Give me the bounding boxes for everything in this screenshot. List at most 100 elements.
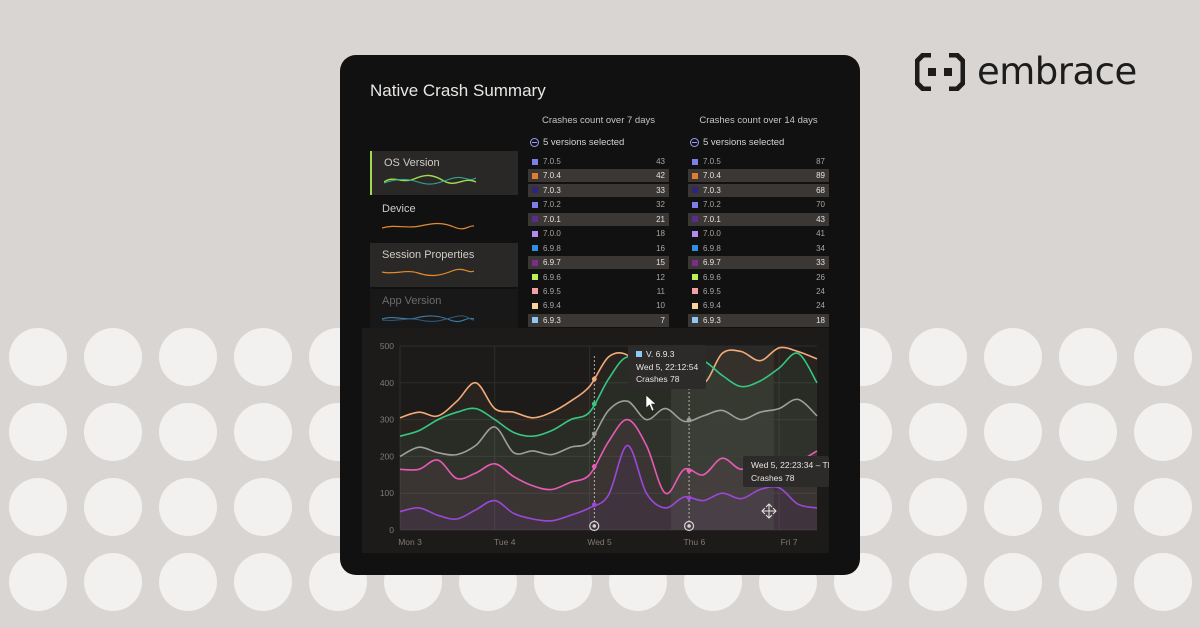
version-selector[interactable]: 5 versions selected xyxy=(688,133,829,151)
bg-dot xyxy=(159,403,217,461)
version-row[interactable]: 6.9.5 24 xyxy=(688,285,829,298)
color-swatch xyxy=(532,288,538,295)
version-row[interactable]: 6.9.4 24 xyxy=(688,299,829,312)
crash-count: 43 xyxy=(656,157,665,166)
selection-label: 5 versions selected xyxy=(703,136,785,148)
bg-dot xyxy=(234,553,292,611)
nav-item-app-version[interactable]: App Version xyxy=(370,289,518,333)
version-row[interactable]: 7.0.4 42 xyxy=(528,169,669,183)
tooltip-crashes: Crashes 78 xyxy=(636,374,680,384)
version-row[interactable]: 7.0.2 32 xyxy=(528,198,669,211)
color-swatch xyxy=(692,158,698,165)
version-label: 7.0.3 xyxy=(543,185,561,195)
version-label: 6.9.7 xyxy=(543,258,561,268)
bg-dot xyxy=(1059,403,1117,461)
color-swatch xyxy=(532,245,538,252)
bg-dot xyxy=(9,328,67,386)
nav-item-session-properties[interactable]: Session Properties xyxy=(370,243,518,287)
y-tick-label: 400 xyxy=(380,378,394,388)
cursor-handle-icon xyxy=(589,520,600,532)
bg-dot xyxy=(159,553,217,611)
version-row[interactable]: 6.9.5 11 xyxy=(528,285,669,298)
move-cursor-icon xyxy=(761,503,777,519)
version-row[interactable]: 6.9.3 7 xyxy=(528,313,669,327)
y-tick-label: 200 xyxy=(380,451,394,461)
cursor-point xyxy=(591,464,597,469)
color-swatch xyxy=(532,259,538,266)
tooltip-secondary: Wed 5, 22:23:34 – Th Crashes 78 xyxy=(743,456,829,487)
tooltip-swatch xyxy=(636,351,642,357)
crash-count: 32 xyxy=(656,200,665,210)
bg-dot xyxy=(84,478,142,536)
series-line-7.0.0 xyxy=(399,444,818,522)
crash-count: 87 xyxy=(816,157,825,166)
minus-circle-icon[interactable] xyxy=(530,137,539,147)
version-selector[interactable]: 5 versions selected xyxy=(528,133,669,151)
version-label: 6.9.3 xyxy=(543,315,561,325)
bg-dot xyxy=(984,478,1042,536)
version-row[interactable]: 6.9.6 12 xyxy=(528,271,669,284)
x-tick-label: Mon 3 xyxy=(398,537,422,547)
version-row[interactable]: 7.0.5 87 xyxy=(688,155,829,168)
color-swatch xyxy=(532,158,538,165)
cursor-point xyxy=(591,431,597,437)
tooltip-time: Wed 5, 22:23:34 – Th xyxy=(751,460,829,470)
version-row[interactable]: 7.0.1 21 xyxy=(528,212,669,226)
bg-dot xyxy=(234,328,292,386)
version-row[interactable]: 6.9.4 10 xyxy=(528,299,669,312)
series-line-7.0.4 xyxy=(399,346,818,419)
version-row[interactable]: 6.9.3 18 xyxy=(688,313,829,327)
color-swatch xyxy=(692,259,698,266)
version-row[interactable]: 7.0.1 43 xyxy=(688,212,829,226)
version-label: 7.0.4 xyxy=(543,171,561,181)
version-row[interactable]: 7.0.3 33 xyxy=(528,183,669,197)
version-row[interactable]: 6.9.8 16 xyxy=(528,242,669,255)
cursor-handle-dot xyxy=(592,524,597,528)
versions-column-14-days: Crashes count over 14 days 5 versions se… xyxy=(688,115,829,328)
color-swatch xyxy=(532,302,538,309)
series-area-7.0.0 xyxy=(400,445,817,530)
version-label: 7.0.4 xyxy=(703,171,721,181)
version-row[interactable]: 7.0.5 43 xyxy=(528,155,669,168)
color-swatch xyxy=(692,216,698,223)
version-row[interactable]: 6.9.7 33 xyxy=(688,256,829,270)
cursor-point xyxy=(686,468,692,474)
sparkline-app-version xyxy=(382,315,474,323)
y-tick-label: 500 xyxy=(380,341,394,351)
nav-item-label: Device xyxy=(382,203,416,215)
crash-count: 89 xyxy=(816,171,825,181)
minus-circle-icon[interactable] xyxy=(690,137,699,147)
version-row[interactable]: 6.9.6 26 xyxy=(688,271,829,284)
version-row[interactable]: 7.0.0 18 xyxy=(528,227,669,240)
bg-dot xyxy=(234,478,292,536)
line-chart[interactable]: 0 100 200 300 400 500 Mon 3 Tue 4 Wed 5 Thu 6 Fri … xyxy=(362,328,829,553)
series-line-7.0.3 xyxy=(399,398,818,458)
column-header: Crashes count over 14 days xyxy=(699,115,818,126)
color-swatch xyxy=(692,317,698,324)
version-label: 7.0.2 xyxy=(543,200,561,210)
x-tick-label: Fri 7 xyxy=(781,537,798,547)
color-swatch xyxy=(532,187,538,194)
version-row[interactable]: 6.9.8 34 xyxy=(688,242,829,255)
version-label: 6.9.8 xyxy=(543,243,561,253)
nav-item-label: App Version xyxy=(382,295,442,307)
version-row[interactable]: 7.0.2 70 xyxy=(688,198,829,211)
version-list: 7.0.5 87 7.0.4 89 7.0.3 68 7.0.2 70 7.0.1 43 7.0.0… xyxy=(688,155,829,327)
color-swatch xyxy=(692,187,698,194)
crash-trend-chart[interactable]: 0 100 200 300 400 500 Mon 3 Tue 4 Wed 5 Thu 6 Fri … xyxy=(362,328,829,553)
bg-dot xyxy=(909,478,967,536)
brand-name: embrace xyxy=(977,50,1137,93)
version-label: 7.0.5 xyxy=(543,157,561,166)
bg-dot xyxy=(1134,328,1192,386)
version-row[interactable]: 7.0.3 68 xyxy=(688,183,829,197)
tooltip-crashes: Crashes 78 xyxy=(751,472,795,483)
nav-item-device[interactable]: Device xyxy=(370,197,518,241)
version-label: 7.0.2 xyxy=(703,200,721,210)
nav-item-os-version[interactable]: OS Version xyxy=(370,151,518,195)
bg-dot xyxy=(1134,553,1192,611)
version-row[interactable]: 7.0.4 89 xyxy=(688,169,829,183)
card-title: Native Crash Summary xyxy=(370,81,546,100)
version-row[interactable]: 7.0.0 41 xyxy=(688,227,829,240)
cursor-handle-icon xyxy=(683,520,695,532)
version-row[interactable]: 6.9.7 15 xyxy=(528,256,669,270)
